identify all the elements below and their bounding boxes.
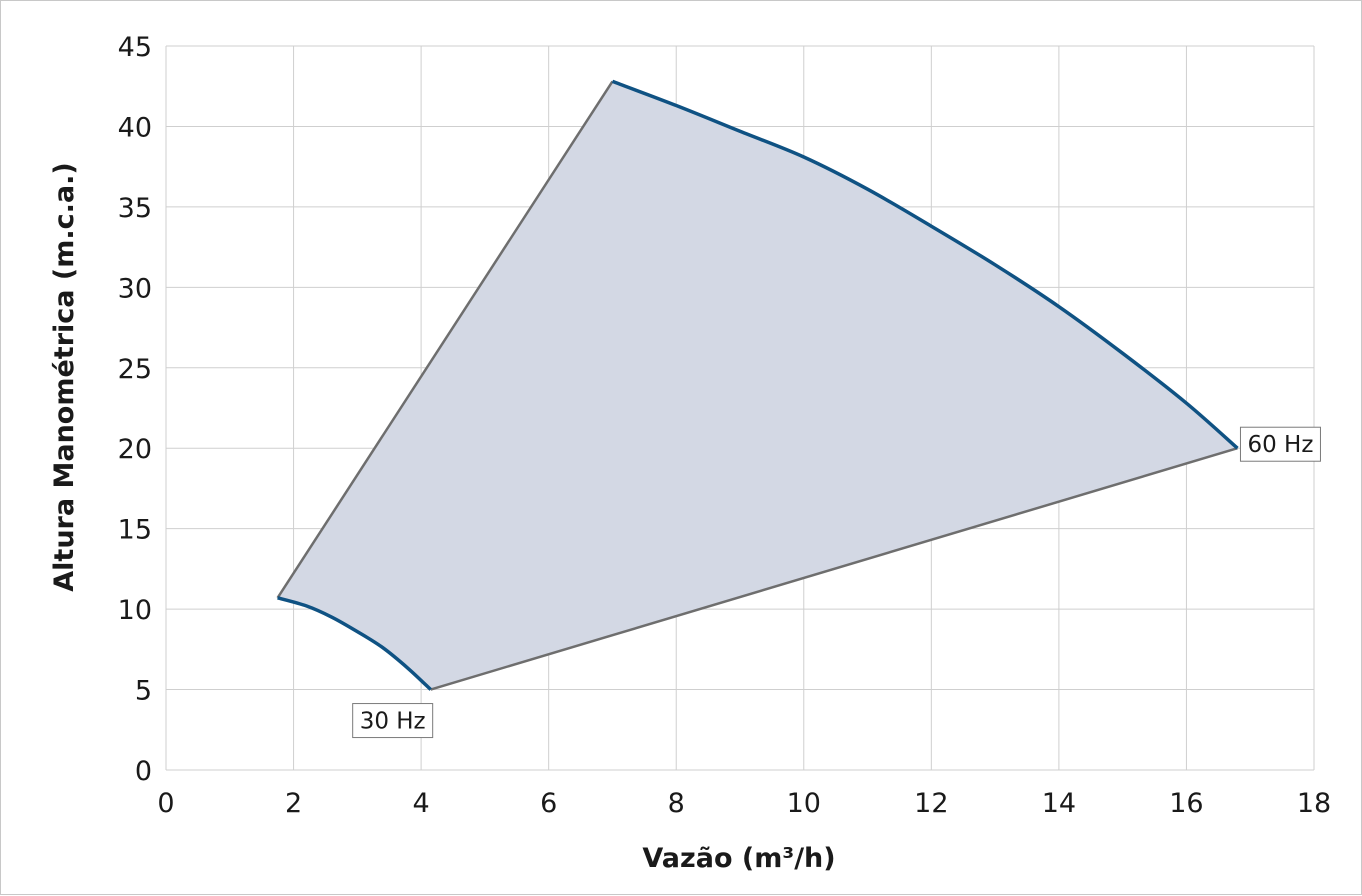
- y-tick-label-1: 5: [135, 676, 152, 707]
- x-tick-label-0: 0: [157, 788, 174, 819]
- y-tick-label-8: 40: [118, 112, 152, 143]
- x-tick-label-7: 14: [1042, 788, 1076, 819]
- y-tick-label-4: 20: [118, 434, 152, 465]
- y-tick-label-2: 10: [118, 595, 152, 626]
- annotation-0: 60 Hz: [1240, 427, 1320, 461]
- x-tick-label-9: 18: [1297, 788, 1331, 819]
- y-tick-label-6: 30: [118, 273, 152, 304]
- x-tick-label-6: 12: [914, 788, 948, 819]
- x-axis-title: Vazão (m³/h): [642, 843, 835, 874]
- y-tick-label-9: 45: [118, 32, 152, 63]
- y-axis-title: Altura Manométrica (m.c.a.): [49, 162, 80, 591]
- x-tick-label-2: 4: [413, 788, 430, 819]
- annotation-label-1: 30 Hz: [360, 709, 426, 735]
- x-tick-label-4: 8: [668, 788, 685, 819]
- y-tick-label-5: 25: [118, 354, 152, 385]
- x-tick-label-1: 2: [285, 788, 302, 819]
- x-tick-label-3: 6: [540, 788, 557, 819]
- y-tick-label-7: 35: [118, 193, 152, 224]
- y-tick-label-3: 15: [118, 515, 152, 546]
- x-tick-label-5: 10: [787, 788, 821, 819]
- x-tick-label-8: 16: [1169, 788, 1203, 819]
- y-tick-label-0: 0: [135, 756, 152, 787]
- annotation-1: 30 Hz: [353, 704, 433, 738]
- annotation-label-0: 60 Hz: [1247, 432, 1313, 458]
